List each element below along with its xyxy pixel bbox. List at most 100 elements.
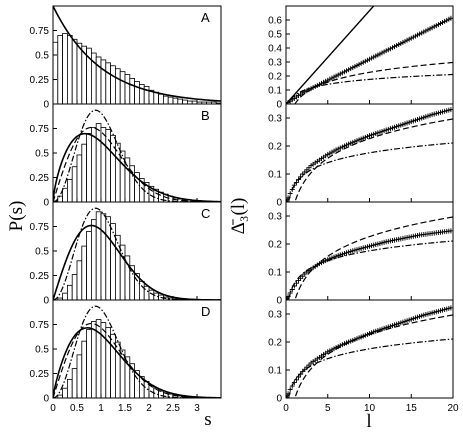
- curve-solid: [286, 6, 375, 104]
- x-tick-label: 2: [146, 403, 152, 414]
- histogram-bar: [162, 95, 169, 104]
- y-tick-label: 0.3: [268, 58, 282, 69]
- panel-B: 0 0.25 0.5 0.75 B: [30, 103, 222, 209]
- x-tick-label: 3: [194, 403, 200, 414]
- histogram-bar: [57, 35, 63, 104]
- data-marker-plus: [293, 179, 299, 185]
- x-tick-label: 0: [50, 403, 56, 414]
- panel-D-right: 0 0.1 0.2 0.3 0 5 10 15 20: [268, 299, 459, 414]
- y-tick-label: 0: [276, 394, 282, 405]
- y-tick-label: 0.2: [268, 338, 282, 349]
- panel-letter-C: C: [201, 206, 210, 221]
- histogram-bar: [115, 68, 121, 104]
- y-tick-label: 0.5: [35, 51, 49, 62]
- y-tick-label: 0.25: [30, 369, 50, 380]
- x-tick-label: 2.5: [166, 403, 180, 414]
- y-tick-label: 0: [43, 296, 49, 307]
- histogram-bar: [100, 213, 107, 300]
- y-tick-label: 0: [276, 198, 282, 209]
- panel-A: 0 0.25 0.5 0.75 A: [30, 5, 222, 111]
- histogram-bar: [86, 328, 92, 398]
- histogram-bar: [81, 245, 88, 300]
- histogram-bar: [71, 38, 78, 104]
- y-tick-label: 0.75: [30, 124, 50, 135]
- histogram-bar: [129, 78, 136, 104]
- x-tick-label: 20: [447, 403, 459, 414]
- curve-dashdot: [53, 207, 221, 300]
- data-marker-plus: [291, 182, 297, 188]
- y-tick-label: 0.75: [30, 26, 50, 37]
- left-y-axis-title: P(s): [6, 201, 27, 232]
- histogram-bar: [138, 280, 145, 300]
- histogram-bar: [62, 292, 68, 300]
- histogram-bar: [119, 71, 126, 104]
- curve-dashed: [286, 118, 453, 202]
- histogram-bar: [177, 98, 184, 104]
- curve-dashdot: [286, 240, 453, 300]
- curve-dashed: [286, 314, 453, 398]
- panel-A-right: 0 0.1 0.2 0.3 0.4 0.5 0.6: [268, 5, 454, 111]
- histogram-bar: [158, 390, 164, 398]
- y-tick-label: 0.25: [30, 75, 50, 86]
- x-tick-label: 1: [98, 403, 104, 414]
- histogram-bar: [86, 230, 92, 300]
- plot-area: [286, 216, 453, 300]
- histogram-bar: [167, 96, 174, 104]
- histogram-bar: [76, 260, 83, 300]
- y-tick-label: 0.5: [35, 247, 49, 258]
- histogram-bar: [100, 59, 107, 104]
- histogram-bar: [67, 378, 73, 398]
- curve-dashdot: [53, 109, 221, 202]
- histogram-bar: [100, 127, 107, 202]
- data-marker-plus: [293, 280, 299, 286]
- curve-dashed: [53, 224, 221, 300]
- curve-dashed: [286, 61, 453, 104]
- histogram-bar: [100, 322, 107, 398]
- y-tick-label: 0.4: [268, 44, 282, 55]
- y-tick-label: 0.2: [268, 142, 282, 153]
- plot-area: [53, 207, 221, 300]
- plots-layer: 00.250.50.75A00.250.50.75B00.250.50.75C0…: [30, 5, 459, 414]
- plot-area: [53, 109, 221, 202]
- panel-C-right: 0 0.1 0.2 0.3: [268, 201, 454, 307]
- y-tick-label: 0.2: [268, 240, 282, 251]
- histogram-bar: [62, 187, 68, 202]
- curve-dashdot: [53, 305, 221, 398]
- histogram-bar: [172, 97, 179, 104]
- histogram-bar: [57, 195, 63, 202]
- panel-C: 0 0.25 0.5 0.75 C: [30, 201, 222, 307]
- histogram-bar: [91, 321, 97, 398]
- data-marker-plus: [293, 377, 299, 383]
- x-tick-label: 10: [364, 403, 376, 414]
- y-tick-label: 0.1: [268, 366, 282, 377]
- y-tick-label: 0.25: [30, 173, 50, 184]
- histogram-bar: [95, 211, 102, 300]
- histogram-bar: [86, 132, 92, 202]
- left-x-axis-title: s: [204, 409, 211, 430]
- histogram-bar: [134, 81, 140, 104]
- y-tick-label: 0.75: [30, 222, 50, 233]
- histogram-bar: [67, 35, 73, 104]
- y-tick-label: 0.3: [268, 212, 282, 223]
- curve-dashdot: [286, 338, 453, 398]
- histogram-bar: [91, 219, 97, 300]
- histogram-bar: [53, 41, 59, 104]
- y-tick-label: 0.5: [35, 149, 49, 160]
- y-tick-label: 0: [43, 198, 49, 209]
- y-tick-label: 0: [276, 296, 282, 307]
- histogram-bar: [67, 284, 73, 300]
- plot-area: [286, 107, 453, 202]
- x-tick-label: 5: [325, 403, 331, 414]
- right-x-axis-title: l: [366, 411, 371, 432]
- histogram-bar: [71, 368, 78, 398]
- histogram-bar: [105, 62, 112, 104]
- y-tick-label: 0.6: [268, 16, 282, 27]
- curve-dashed: [53, 126, 221, 202]
- panel-frame: [285, 103, 454, 203]
- histogram-bar: [71, 166, 78, 202]
- histogram-bar: [115, 234, 121, 300]
- y-tick-label: 0.3: [268, 310, 282, 321]
- histogram-bar: [81, 143, 88, 202]
- x-tick-label: 15: [406, 403, 418, 414]
